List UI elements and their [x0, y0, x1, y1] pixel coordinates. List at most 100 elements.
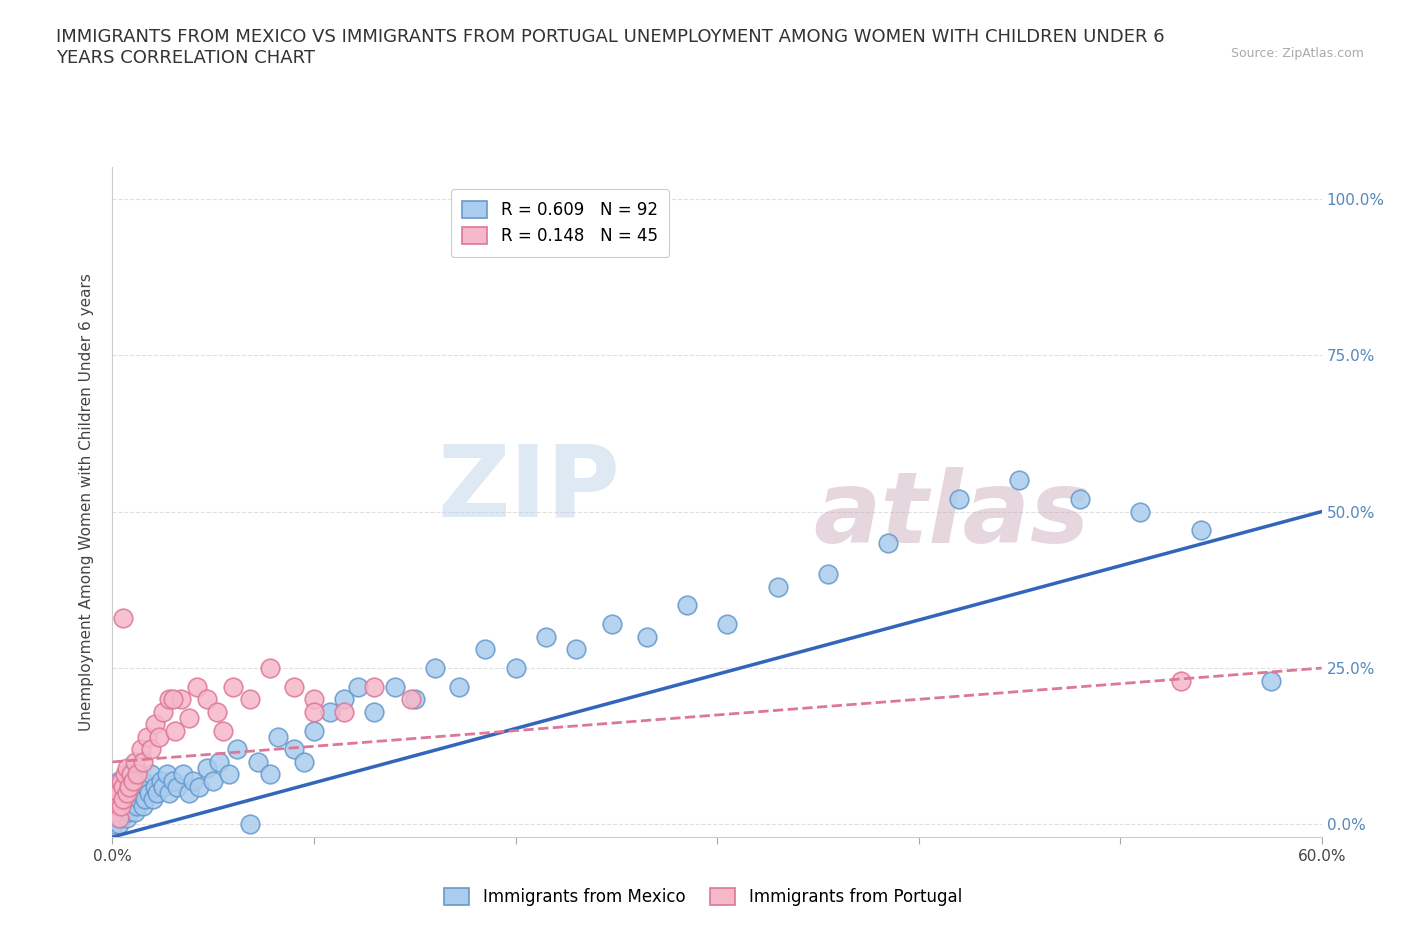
- Point: [120, 798, 142, 813]
- Point: [333, 692, 356, 707]
- Point: [129, 742, 152, 757]
- Point: [162, 692, 184, 707]
- Point: [1189, 523, 1212, 538]
- Point: [195, 761, 218, 776]
- Point: [105, 786, 128, 801]
- Point: [177, 711, 200, 725]
- Point: [132, 754, 155, 769]
- Point: [259, 660, 281, 675]
- Point: [114, 798, 136, 813]
- Point: [110, 811, 132, 826]
- Point: [115, 792, 138, 807]
- Point: [103, 804, 125, 819]
- Point: [110, 798, 132, 813]
- Point: [117, 767, 139, 782]
- Point: [120, 767, 142, 782]
- Point: [125, 767, 148, 782]
- Point: [292, 754, 315, 769]
- Point: [124, 804, 146, 819]
- Point: [948, 492, 970, 507]
- Point: [212, 724, 235, 738]
- Point: [877, 536, 900, 551]
- Point: [103, 804, 125, 819]
- Point: [1129, 504, 1152, 519]
- Point: [283, 742, 305, 757]
- Point: [105, 811, 128, 826]
- Point: [207, 704, 229, 719]
- Point: [105, 798, 128, 813]
- Point: [208, 754, 231, 769]
- Point: [505, 660, 527, 675]
- Point: [107, 804, 129, 819]
- Point: [195, 692, 218, 707]
- Y-axis label: Unemployment Among Women with Children Under 6 years: Unemployment Among Women with Children U…: [79, 273, 94, 731]
- Point: [716, 617, 738, 631]
- Point: [534, 630, 557, 644]
- Point: [157, 692, 180, 707]
- Point: [143, 779, 166, 794]
- Point: [121, 792, 143, 807]
- Point: [202, 773, 225, 788]
- Point: [103, 817, 125, 832]
- Point: [107, 817, 129, 832]
- Point: [111, 792, 134, 807]
- Point: [139, 742, 162, 757]
- Point: [132, 773, 155, 788]
- Point: [115, 773, 138, 788]
- Point: [105, 798, 128, 813]
- Text: Source: ZipAtlas.com: Source: ZipAtlas.com: [1230, 46, 1364, 60]
- Point: [238, 692, 260, 707]
- Legend: Immigrants from Mexico, Immigrants from Portugal: Immigrants from Mexico, Immigrants from …: [437, 881, 969, 912]
- Point: [163, 724, 186, 738]
- Point: [152, 704, 174, 719]
- Point: [188, 779, 211, 794]
- Point: [218, 767, 240, 782]
- Point: [449, 680, 471, 695]
- Point: [111, 792, 134, 807]
- Point: [128, 767, 150, 782]
- Point: [111, 610, 134, 625]
- Point: [166, 779, 188, 794]
- Point: [121, 773, 143, 788]
- Point: [115, 786, 138, 801]
- Legend: R = 0.609   N = 92, R = 0.148   N = 45: R = 0.609 N = 92, R = 0.148 N = 45: [450, 189, 669, 257]
- Text: ZIP: ZIP: [437, 440, 620, 538]
- Point: [157, 786, 180, 801]
- Point: [124, 786, 146, 801]
- Point: [142, 792, 165, 807]
- Point: [111, 804, 134, 819]
- Point: [103, 792, 125, 807]
- Point: [156, 767, 179, 782]
- Point: [226, 742, 249, 757]
- Point: [259, 767, 281, 782]
- Point: [363, 680, 385, 695]
- Point: [333, 704, 356, 719]
- Point: [110, 798, 132, 813]
- Point: [115, 761, 138, 776]
- Point: [105, 779, 128, 794]
- Point: [114, 767, 136, 782]
- Point: [143, 717, 166, 732]
- Point: [565, 642, 588, 657]
- Point: [111, 779, 134, 794]
- Point: [636, 630, 658, 644]
- Text: atlas: atlas: [814, 467, 1090, 565]
- Point: [319, 704, 342, 719]
- Point: [1260, 673, 1282, 688]
- Point: [817, 566, 839, 581]
- Point: [302, 724, 325, 738]
- Point: [124, 754, 146, 769]
- Point: [152, 779, 174, 794]
- Point: [474, 642, 496, 657]
- Point: [267, 729, 290, 744]
- Point: [114, 786, 136, 801]
- Point: [135, 779, 157, 794]
- Point: [302, 692, 325, 707]
- Point: [181, 773, 204, 788]
- Point: [177, 786, 200, 801]
- Point: [600, 617, 623, 631]
- Point: [103, 792, 125, 807]
- Point: [170, 692, 193, 707]
- Point: [172, 767, 194, 782]
- Point: [117, 804, 139, 819]
